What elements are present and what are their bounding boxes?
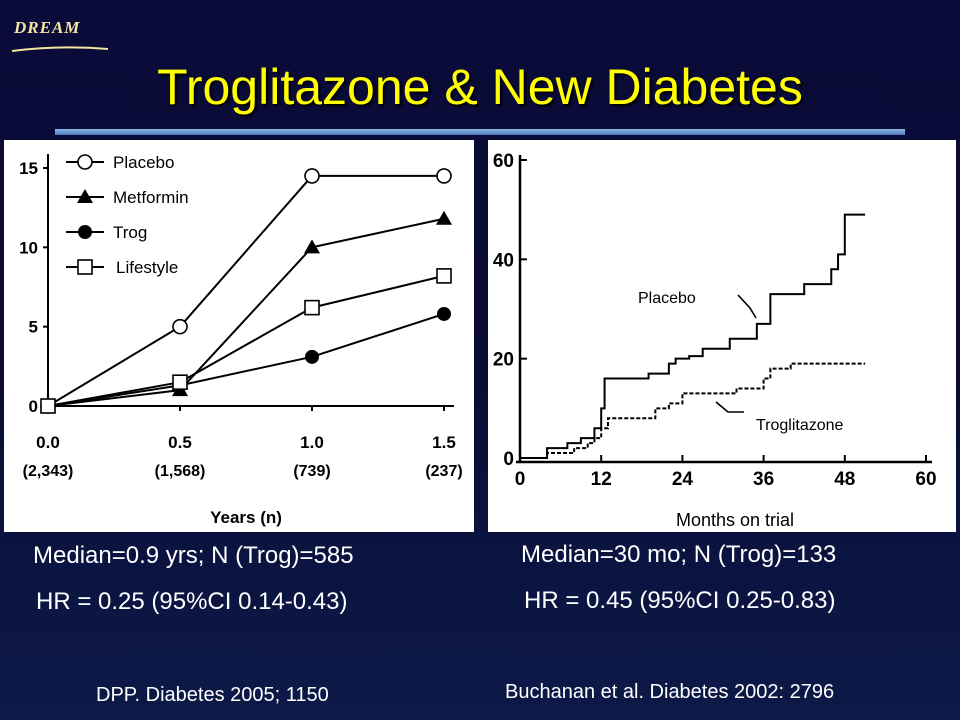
point-lifestyle-3 [436,268,452,284]
right-citation: Buchanan et al. Diabetes 2002: 2796 [505,681,835,703]
x-tick-label-1-5: 1.5 [432,433,456,452]
point-placebo-1 [172,318,188,335]
y-tick-label-5: 5 [29,318,38,337]
point-placebo-2 [304,168,320,184]
curve-pointer-troglitazone [715,401,744,413]
legend-marker-placebo [77,154,93,170]
y-tick-label-10: 10 [19,238,38,257]
left-citation: DPP. Diabetes 2005; 1150 [96,684,329,706]
dream-logo: DREAM [14,18,81,37]
point-trog-2 [305,349,319,364]
x-sublabel-0-0: (2,343) [23,463,74,480]
x-tick-label-0: 0 [515,469,526,490]
logo-swoosh [11,46,109,52]
point-lifestyle-0 [40,398,56,414]
dpp-chart-panel: 0 5 10 15 0.0 (2,343) 0.5 (1,568) 1.0 (739) 1.5 (23… [4,140,474,532]
y-tick-label-0: 0 [503,449,514,470]
y-tick-label-20: 20 [493,350,514,371]
x-tick-label-12: 12 [591,469,612,490]
left-hr-text: HR = 0.25 (95%CI 0.14-0.43) [36,588,348,615]
x-tick-label-48: 48 [834,469,855,490]
legend-marker-lifestyle [77,259,93,275]
y-tick-label-60: 60 [493,151,514,172]
series-line-lifestyle [47,274,445,407]
legend-label-placebo: Placebo [113,153,174,172]
legend-marker-metformin [77,189,93,203]
dpp-incidence-chart: 0 5 10 15 0.0 (2,343) 0.5 (1,568) 1.0 (739) 1.5 (23… [19,153,463,527]
x-sublabel-0-5: (1,568) [155,463,206,480]
right-median-text: Median=30 mo; N (Trog)=133 [521,541,837,568]
legend-label-lifestyle: Lifestyle [116,258,178,277]
series-line-metformin [47,217,445,407]
y-tick-label-0: 0 [29,397,38,416]
left-median-text: Median=0.9 yrs; N (Trog)=585 [33,542,354,569]
slide-title: Troglitazone & New Diabetes [157,59,803,115]
point-lifestyle-1 [172,374,188,390]
legend-label-trog: Trog [113,223,147,242]
point-lifestyle-2 [304,299,320,316]
y-tick-label-40: 40 [493,250,514,271]
y-tick-label-15: 15 [19,159,38,178]
x-tick-label-60: 60 [915,469,936,490]
right-hr-text: HR = 0.45 (95%CI 0.25-0.83) [524,587,836,614]
x-tick-label-24: 24 [672,469,694,490]
series-line-placebo [520,213,866,459]
x-sublabel-1-0: (739) [293,463,330,480]
x-tick-label-0-0: 0.0 [36,433,60,452]
point-trog-3 [437,306,451,321]
trip-incidence-chart: 0 20 40 60 0 12 24 36 48 60 Months on trial Placebo… [493,151,937,530]
x-tick-label-1-0: 1.0 [300,433,324,452]
x-tick-label-36: 36 [753,469,774,490]
x-axis-title: Years (n) [210,508,282,527]
curve-label-placebo: Placebo [638,290,696,307]
curve-label-troglitazone: Troglitazone [756,417,844,434]
point-metformin-3 [436,210,452,225]
trip-chart-panel: 0 20 40 60 0 12 24 36 48 60 Months on trial Placebo… [488,140,956,532]
legend-label-metformin: Metformin [113,188,189,207]
series-line-trog [47,313,445,407]
point-placebo-3 [436,168,452,184]
curve-pointer-placebo [737,294,757,319]
x-tick-label-0-5: 0.5 [168,433,192,452]
title-divider [55,129,905,135]
point-metformin-2 [304,239,320,254]
series-line-placebo [47,174,444,407]
x-sublabel-1-5: (237) [425,463,462,480]
x-axis-title: Months on trial [676,510,794,530]
legend-marker-trog [78,225,92,239]
